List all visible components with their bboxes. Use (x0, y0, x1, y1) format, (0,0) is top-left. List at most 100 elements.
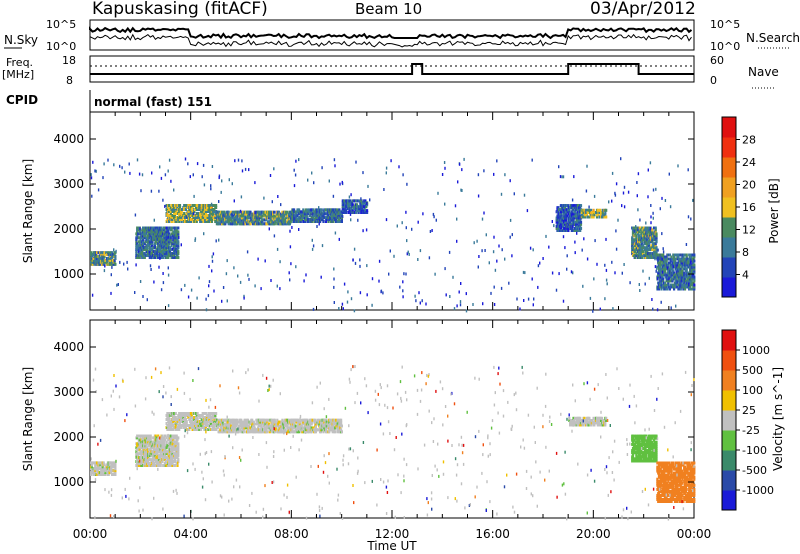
range-cell (349, 211, 352, 214)
scatter-cell (415, 299, 417, 303)
range-cell (178, 220, 181, 223)
range-cell (683, 257, 686, 261)
range-cell (248, 214, 251, 218)
range-cell (175, 442, 178, 446)
scatter-cell (353, 247, 356, 251)
range-cell (208, 418, 211, 421)
range-cell (585, 208, 588, 212)
range-cell (100, 257, 103, 260)
range-cell (677, 261, 680, 265)
range-cell (284, 424, 287, 428)
range-cell (138, 256, 141, 259)
range-cell (173, 444, 176, 448)
range-cell (157, 248, 161, 252)
range-cell (157, 250, 161, 254)
range-cell (233, 418, 236, 422)
range-cell (654, 226, 657, 230)
range-cell (308, 208, 311, 212)
range-cell (359, 207, 362, 211)
nsky-tick-bottom: 10^0 (46, 40, 76, 53)
range-cell (215, 418, 218, 422)
range-cell (277, 422, 280, 426)
range-cell (173, 244, 176, 248)
range-cell (140, 444, 143, 448)
range-cell (635, 236, 638, 240)
range-cell (582, 211, 585, 214)
range-cell (163, 448, 166, 452)
range-cell (162, 458, 165, 462)
scatter-cell (661, 285, 664, 289)
scatter-cell (257, 257, 259, 261)
scatter-cell (210, 187, 212, 191)
range-cell (163, 240, 166, 244)
range-cell (145, 456, 148, 460)
range-cell (104, 473, 107, 476)
scatter-cell (244, 167, 247, 171)
scatter-cell (362, 229, 364, 233)
range-cell (672, 263, 675, 267)
range-cell (306, 216, 309, 220)
range-cell (135, 250, 138, 254)
range-cell (135, 446, 138, 450)
range-cell (649, 236, 652, 240)
range-cell (282, 426, 286, 430)
range-cell (595, 215, 599, 219)
range-cell (169, 240, 172, 244)
range-cell (169, 236, 172, 240)
scatter-cell (346, 300, 349, 304)
range-cell (189, 212, 192, 215)
range-cell (166, 416, 169, 419)
range-cell (363, 207, 366, 211)
scatter-cell (349, 212, 352, 216)
range-cell (652, 226, 656, 230)
scatter-cell (566, 254, 568, 258)
range-cell (659, 279, 662, 283)
scatter-cell (222, 286, 225, 289)
range-cell (276, 218, 279, 222)
range-cell (195, 220, 198, 223)
scatter-cell (378, 279, 380, 283)
scatter-cell (341, 180, 343, 184)
range-cell (686, 257, 689, 261)
scatter-cell (385, 218, 388, 222)
range-cell (108, 463, 111, 467)
scatter-cell (194, 237, 197, 241)
range-cell (165, 442, 168, 446)
range-cell (289, 430, 292, 434)
range-cell (183, 426, 186, 429)
range-cell (153, 232, 156, 236)
range-cell (352, 207, 355, 211)
scatter-cell (399, 285, 401, 289)
range-cell (351, 203, 354, 207)
scatter-cell (402, 173, 404, 177)
range-cell (210, 424, 213, 427)
range-cell (148, 250, 151, 254)
range-cell (260, 424, 263, 428)
range-cell (340, 216, 343, 220)
range-cell (137, 452, 140, 456)
scatter-cell (459, 300, 462, 304)
range-cell (693, 285, 696, 289)
scatter-cell (647, 195, 649, 199)
range-cell (262, 214, 265, 218)
range-cell (171, 254, 174, 257)
range-cell (655, 240, 658, 244)
range-cell (167, 250, 170, 254)
range-cell (143, 254, 146, 257)
range-cell (680, 281, 683, 285)
range-cell (210, 212, 213, 215)
range-cell (166, 456, 169, 460)
range-cell (137, 256, 140, 259)
range-cell (317, 212, 320, 216)
scatter-cell (333, 267, 335, 271)
scatter-cell (449, 295, 451, 298)
range-cell (141, 462, 144, 465)
range-cell (247, 426, 250, 430)
range-cell (152, 254, 156, 257)
range-cell (158, 252, 161, 256)
range-cell (673, 265, 677, 269)
range-cell (149, 246, 152, 250)
range-cell (136, 234, 139, 238)
range-cell (312, 212, 315, 216)
range-cell (230, 210, 233, 214)
